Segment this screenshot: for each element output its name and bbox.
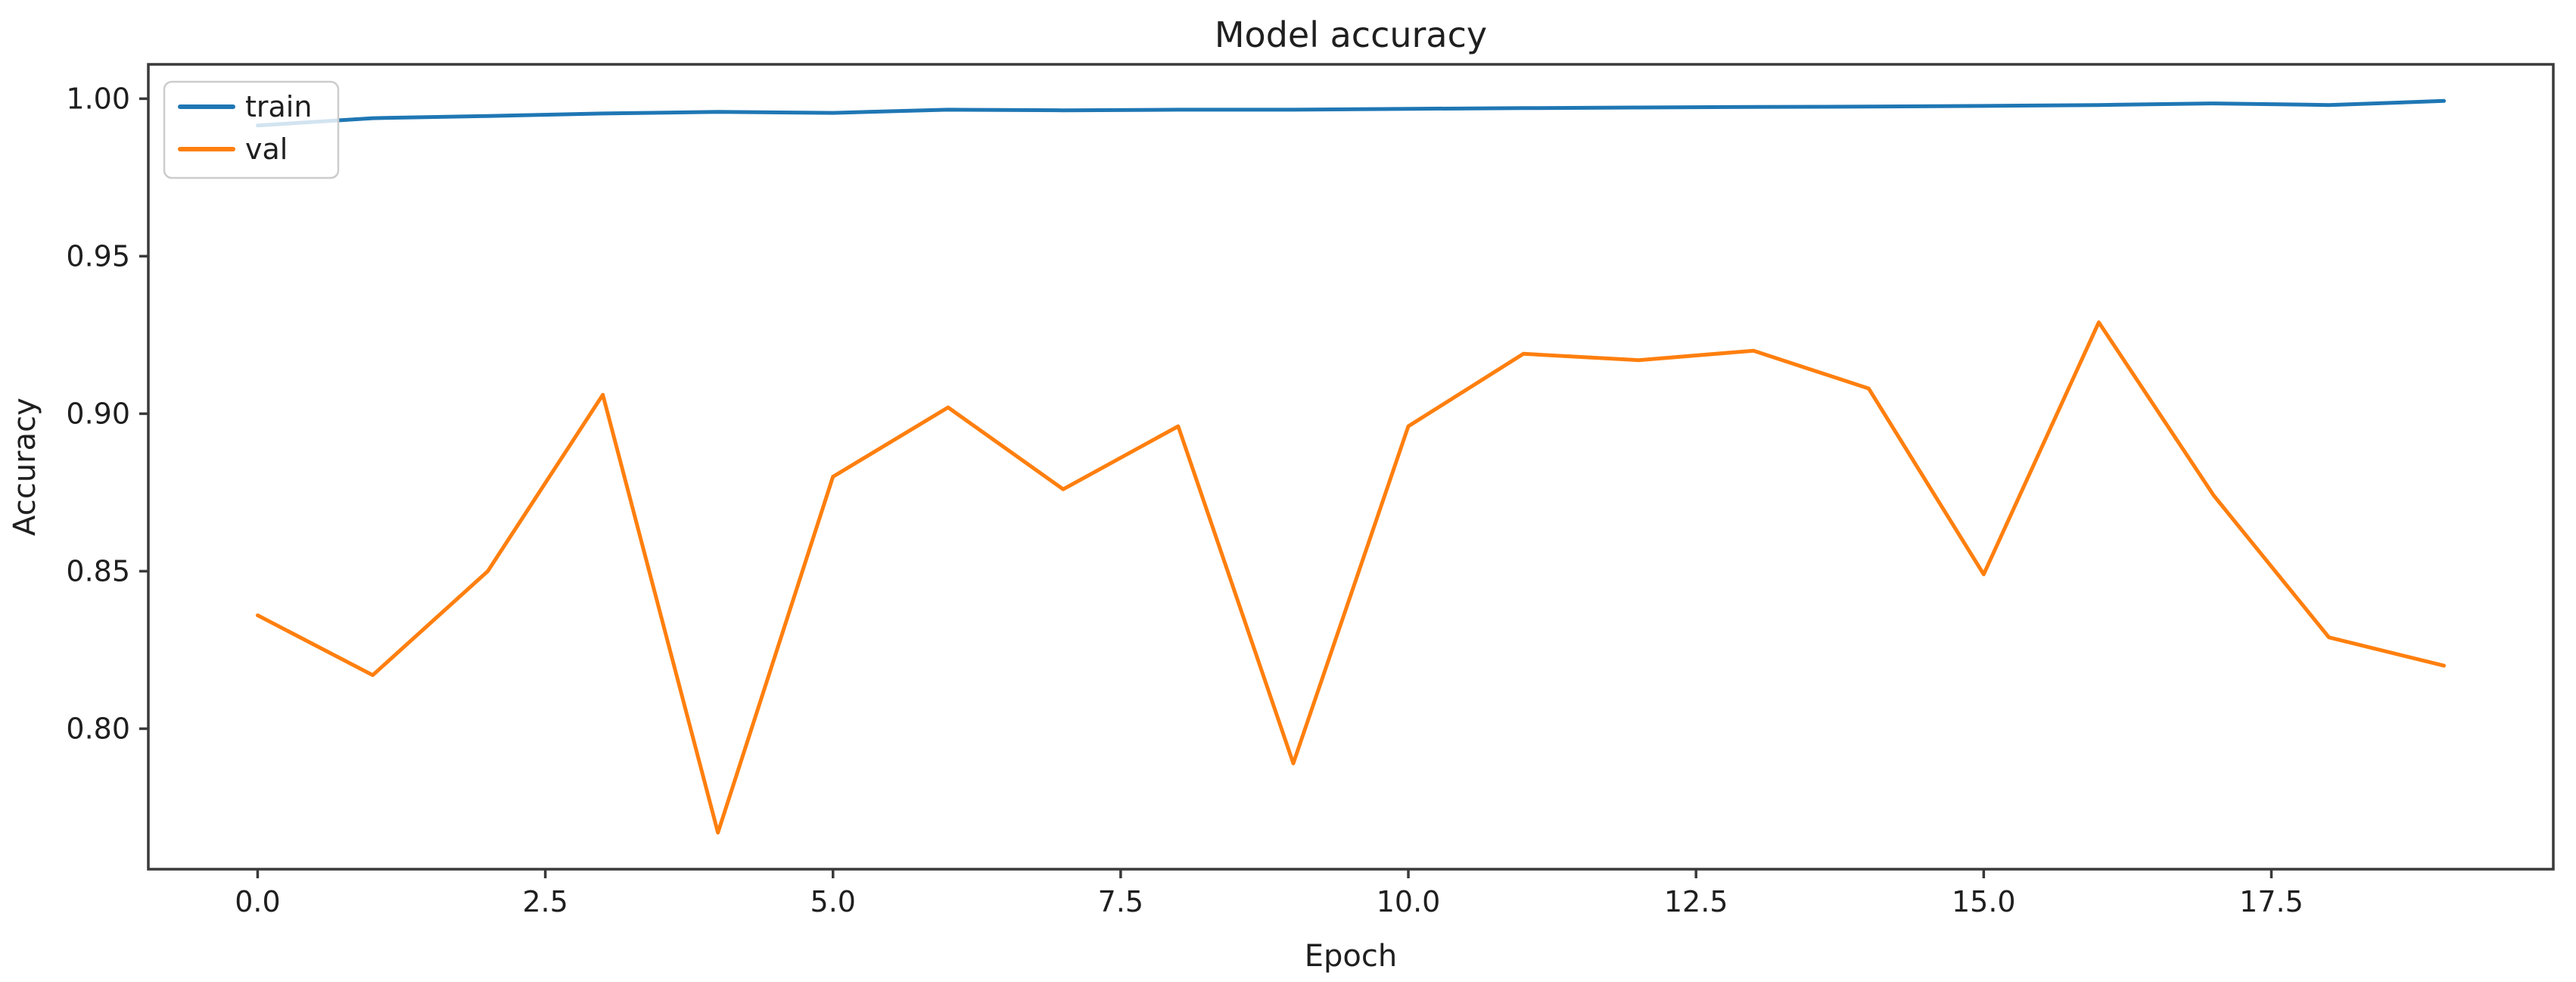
x-tick-label: 17.5 [2239,885,2304,918]
y-tick-label: 1.00 [66,82,130,115]
x-tick-label: 15.0 [1952,885,2016,918]
x-tick-label: 2.5 [522,885,568,918]
x-tick-label: 12.5 [1664,885,1728,918]
chart-title: Model accuracy [1215,14,1487,55]
x-tick-label: 0.0 [235,885,280,918]
legend-val-label: val [245,132,288,166]
train-line [256,98,2446,128]
x-tick-label: 5.0 [810,885,856,918]
x-tick-label: 7.5 [1098,885,1143,918]
y-tick-label: 0.85 [66,554,130,588]
legend: train val [163,80,340,179]
y-tick-label: 0.80 [66,712,130,745]
plot-border [147,63,2555,871]
y-tick-label: 0.95 [66,239,130,273]
legend-train-label: train [245,90,312,123]
y-tick-label: 0.90 [66,397,130,430]
x-tick-label: 10.0 [1377,885,1441,918]
val-line [256,320,2446,835]
y-axis-label: Accuracy [8,397,42,536]
x-axis-label: Epoch [1305,939,1397,974]
